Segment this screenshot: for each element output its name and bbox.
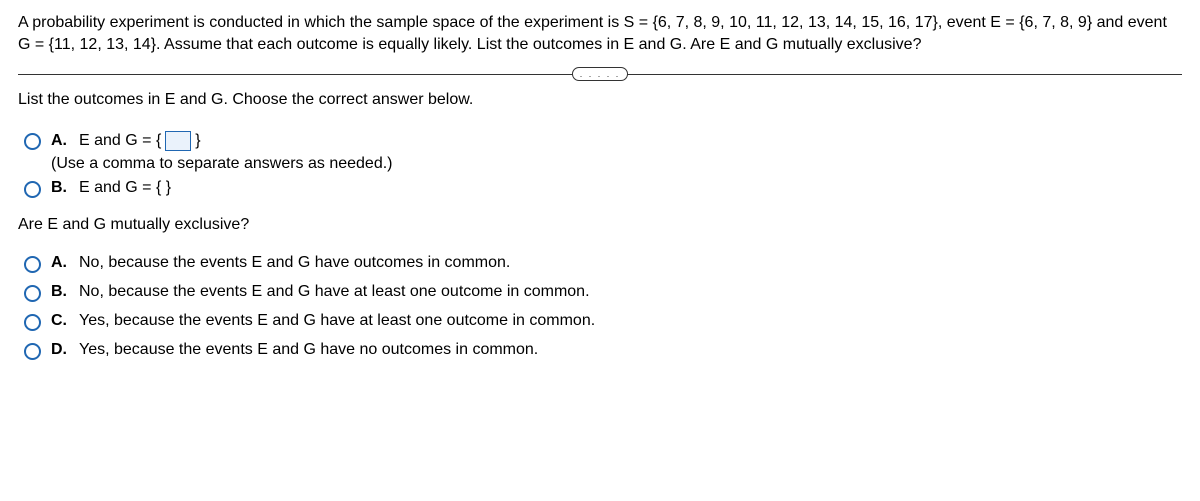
q2-prompt: Are E and G mutually exclusive? — [18, 216, 1182, 234]
option-letter: D. — [51, 341, 71, 359]
q2-option-b[interactable]: B. No, because the events E and G have a… — [18, 283, 1182, 302]
radio-icon[interactable] — [24, 314, 41, 331]
answer-input[interactable] — [165, 131, 191, 151]
q1-options: A. E and G = { } (Use a comma to separat… — [18, 131, 1182, 198]
option-text-suffix: } — [195, 132, 200, 150]
option-letter: A. — [51, 254, 71, 272]
q1-option-a[interactable]: A. E and G = { } (Use a comma to separat… — [18, 131, 1182, 173]
q1-option-b[interactable]: B. E and G = { } — [18, 179, 1182, 198]
q2-options: A. No, because the events E and G have o… — [18, 254, 1182, 360]
option-letter: A. — [51, 132, 71, 150]
option-text: Yes, because the events E and G have at … — [79, 312, 595, 330]
question-stem: A probability experiment is conducted in… — [18, 12, 1182, 57]
q2-option-a[interactable]: A. No, because the events E and G have o… — [18, 254, 1182, 273]
option-letter: B. — [51, 283, 71, 301]
q1-prompt: List the outcomes in E and G. Choose the… — [18, 91, 1182, 109]
option-letter: B. — [51, 179, 71, 197]
section-divider: . . . . . — [18, 67, 1182, 81]
option-text: No, because the events E and G have at l… — [79, 283, 590, 301]
option-text: Yes, because the events E and G have no … — [79, 341, 538, 359]
option-hint: (Use a comma to separate answers as need… — [51, 155, 393, 173]
radio-icon[interactable] — [24, 285, 41, 302]
q2-option-d[interactable]: D. Yes, because the events E and G have … — [18, 341, 1182, 360]
divider-pill[interactable]: . . . . . — [572, 67, 628, 81]
radio-icon[interactable] — [24, 256, 41, 273]
option-text: E and G = { } — [79, 179, 171, 197]
option-text: No, because the events E and G have outc… — [79, 254, 510, 272]
radio-icon[interactable] — [24, 133, 41, 150]
radio-icon[interactable] — [24, 181, 41, 198]
option-letter: C. — [51, 312, 71, 330]
radio-icon[interactable] — [24, 343, 41, 360]
q2-option-c[interactable]: C. Yes, because the events E and G have … — [18, 312, 1182, 331]
option-text-prefix: E and G = { — [79, 132, 161, 150]
